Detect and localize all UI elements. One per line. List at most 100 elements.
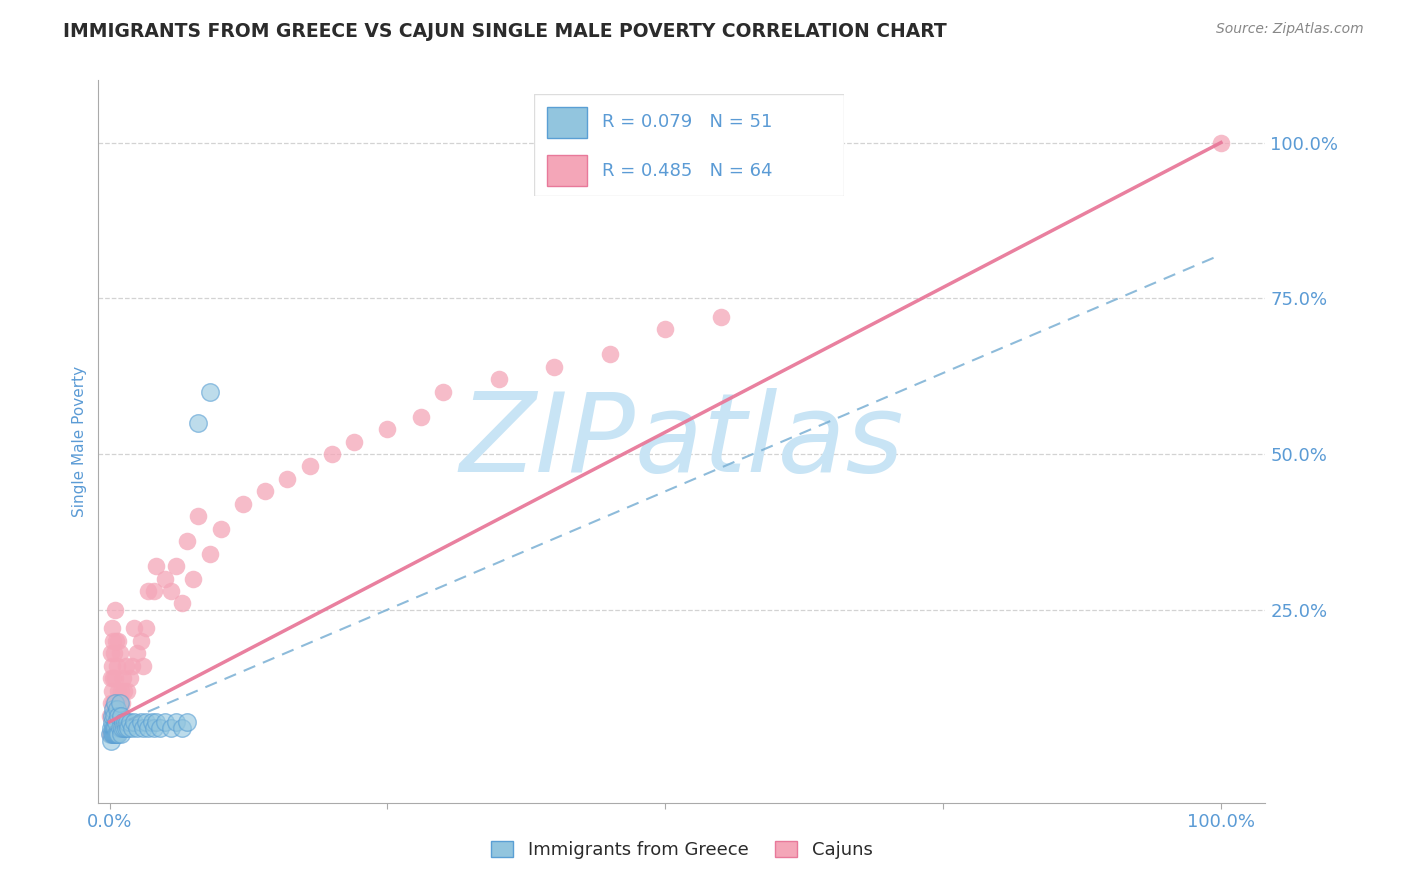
Point (159, 584, 181, 599)
Point (129, 714, 152, 729)
Point (110, 727, 132, 741)
Point (111, 671, 134, 685)
Point (176, 714, 198, 729)
Point (111, 696, 134, 710)
Point (432, 384, 454, 399)
Point (105, 714, 128, 729)
Point (105, 727, 128, 741)
Point (599, 347, 621, 361)
Point (108, 721, 131, 735)
Point (110, 708, 132, 723)
Point (105, 633, 128, 648)
Point (209, 522, 232, 536)
Point (104, 671, 127, 685)
Point (298, 459, 321, 474)
Point (108, 696, 131, 710)
Point (105, 708, 128, 723)
Text: IMMIGRANTS FROM GREECE VS CAJUN SINGLE MALE POVERTY CORRELATION CHART: IMMIGRANTS FROM GREECE VS CAJUN SINGLE M… (63, 22, 948, 41)
Point (181, 572, 204, 586)
Point (198, 384, 221, 399)
Point (101, 671, 124, 685)
Point (121, 658, 143, 673)
Point (153, 572, 176, 586)
Point (176, 534, 198, 549)
Point (153, 714, 176, 729)
Point (100, 727, 122, 741)
Point (111, 721, 134, 735)
Point (118, 671, 141, 685)
Point (377, 422, 399, 436)
Point (100, 683, 122, 698)
Point (107, 708, 129, 723)
Point (103, 708, 125, 723)
Point (170, 597, 193, 611)
Point (127, 646, 149, 660)
Point (100, 721, 122, 735)
Point (103, 727, 125, 741)
Point (100, 733, 122, 747)
Point (276, 472, 298, 486)
Point (198, 547, 221, 561)
Point (100, 658, 122, 673)
Point (105, 702, 128, 716)
Point (170, 721, 193, 735)
Point (710, 310, 733, 324)
Point (343, 434, 366, 449)
Point (104, 727, 127, 741)
Point (103, 708, 125, 723)
Point (105, 658, 128, 673)
Text: Source: ZipAtlas.com: Source: ZipAtlas.com (1216, 22, 1364, 37)
Point (132, 658, 155, 673)
Point (100, 621, 122, 635)
Point (143, 721, 166, 735)
Text: R = 0.079   N = 51: R = 0.079 N = 51 (602, 113, 773, 131)
Point (159, 721, 181, 735)
Point (321, 447, 343, 461)
Point (100, 696, 122, 710)
Point (101, 633, 124, 648)
Point (115, 721, 138, 735)
Legend: Immigrants from Greece, Cajuns: Immigrants from Greece, Cajuns (484, 833, 880, 866)
Point (100, 708, 122, 723)
Point (129, 633, 152, 648)
Point (145, 559, 167, 574)
Point (100, 671, 122, 685)
Point (107, 727, 129, 741)
Point (103, 721, 125, 735)
Point (165, 559, 187, 574)
Point (135, 714, 157, 729)
Point (105, 727, 128, 741)
Point (112, 683, 135, 698)
Point (1209, 136, 1232, 150)
Point (117, 721, 139, 735)
Point (101, 721, 124, 735)
Point (654, 322, 676, 336)
Point (488, 372, 510, 386)
Point (138, 584, 160, 599)
Point (187, 416, 209, 430)
FancyBboxPatch shape (547, 155, 586, 186)
Point (104, 603, 127, 617)
Point (107, 683, 129, 698)
Point (145, 714, 167, 729)
FancyBboxPatch shape (534, 94, 844, 196)
Point (122, 714, 145, 729)
Point (100, 714, 122, 729)
Point (141, 714, 163, 729)
Point (112, 721, 135, 735)
Point (108, 646, 131, 660)
Point (127, 721, 149, 735)
Point (138, 721, 160, 735)
Text: ZIPatlas: ZIPatlas (460, 388, 904, 495)
Point (111, 714, 134, 729)
Point (101, 696, 124, 710)
Point (104, 696, 127, 710)
Point (98, 708, 121, 723)
Point (135, 621, 157, 635)
Point (105, 696, 128, 710)
Point (108, 696, 131, 710)
Point (101, 727, 124, 741)
Point (100, 646, 122, 660)
Point (143, 584, 166, 599)
FancyBboxPatch shape (547, 107, 586, 137)
